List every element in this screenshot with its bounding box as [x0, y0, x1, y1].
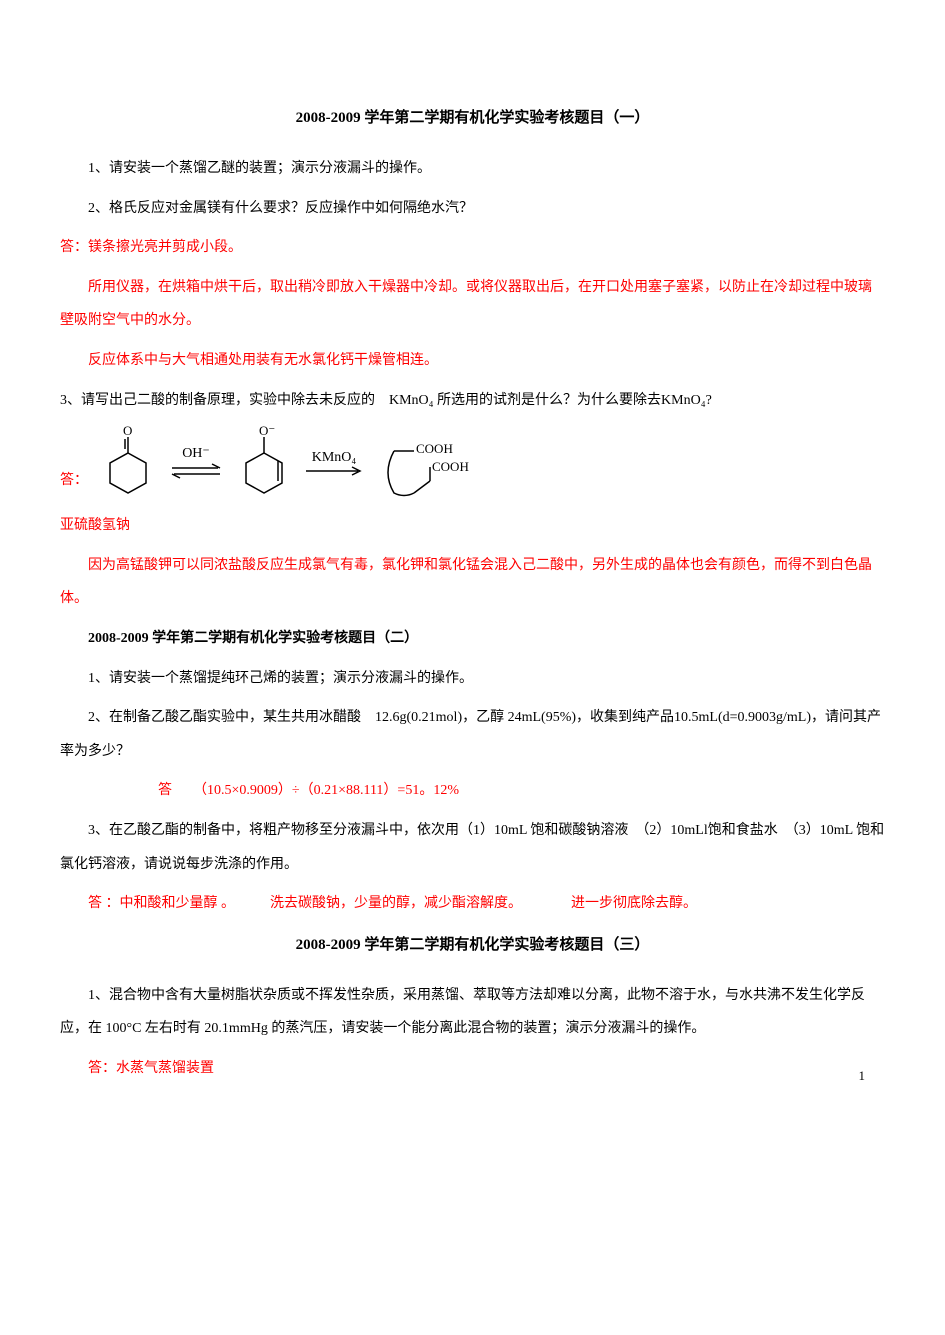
s1-a2-line3: 反应体系中与大气相通处用装有无水氯化钙干燥管相连。 [60, 344, 885, 378]
kmno4-arrow: KMnO₄ [304, 450, 364, 475]
enolate-icon: O⁻ [234, 423, 294, 503]
s2-a3: 答 ：中和酸和少量醇 。 洗去碳酸钠，少量的醇，减少酯溶解度。 进一步彻底除去醇… [60, 887, 885, 921]
section-1-title: 2008-2009 学年第二学期有机化学实验考核题目（一） [60, 100, 885, 136]
cooh-label-2: COOH [432, 459, 469, 474]
cooh-label-1: COOH [416, 441, 453, 456]
equilibrium-arrow: OH⁻ [168, 446, 224, 479]
kmno4-label: KMnO₄ [312, 450, 357, 465]
s3-q1: 1、混合物中含有大量树脂状杂质或不挥发性杂质，采用蒸馏、萃取等方法却难以分离，此… [60, 979, 885, 1046]
s1-a2-line2: 所用仪器，在烘箱中烘干后，取出稍冷即放入干燥器中冷却。或将仪器取出后，在开口处用… [60, 271, 885, 338]
page-number: 1 [859, 1060, 866, 1091]
section-2-title: 2008-2009 学年第二学期有机化学实验考核题目（二） [60, 622, 885, 656]
s2-q3: 3、在乙酸乙酯的制备中，将粗产物移至分液漏斗中，依次用（1）10mL 饱和碳酸钠… [60, 814, 885, 881]
cyclohexanone-icon: O [98, 423, 158, 503]
s1-a3-line1: 亚硫酸氢钠 [60, 509, 885, 543]
oh-label: OH⁻ [182, 446, 210, 461]
s1-q3: 3、请写出己二酸的制备原理，实验中除去未反应的 KMnO₄ 所选用的试剂是什么？… [60, 384, 885, 418]
section-3-title: 2008-2009 学年第二学期有机化学实验考核题目（三） [60, 927, 885, 963]
s3-a1: 答：水蒸气蒸馏装置 [60, 1052, 885, 1086]
reaction-scheme: 答： O OH⁻ O⁻ KMnO₄ COOH COOH [60, 423, 885, 503]
adipic-acid-icon: COOH COOH [374, 423, 504, 503]
reaction-prefix: 答： [60, 464, 88, 504]
s2-q2: 2、在制备乙酸乙酯实验中，某生共用冰醋酸 12.6g(0.21mol)，乙醇 2… [60, 701, 885, 768]
s2-a2: 答 （10.5×0.9009）÷（0.21×88.111）=51。12% [60, 774, 885, 808]
s1-a2-line1: 答：镁条擦光亮并剪成小段。 [60, 231, 885, 265]
s1-q1: 1、请安装一个蒸馏乙醚的装置；演示分液漏斗的操作。 [60, 152, 885, 186]
s1-q2: 2、格氏反应对金属镁有什么要求？反应操作中如何隔绝水汽？ [60, 192, 885, 226]
svg-text:O: O [123, 423, 132, 438]
svg-text:O⁻: O⁻ [259, 423, 275, 438]
s1-a3-line2: 因为高锰酸钾可以同浓盐酸反应生成氯气有毒，氯化钾和氯化锰会混入己二酸中，另外生成… [60, 549, 885, 616]
s2-q1: 1、请安装一个蒸馏提纯环己烯的装置；演示分液漏斗的操作。 [60, 662, 885, 696]
